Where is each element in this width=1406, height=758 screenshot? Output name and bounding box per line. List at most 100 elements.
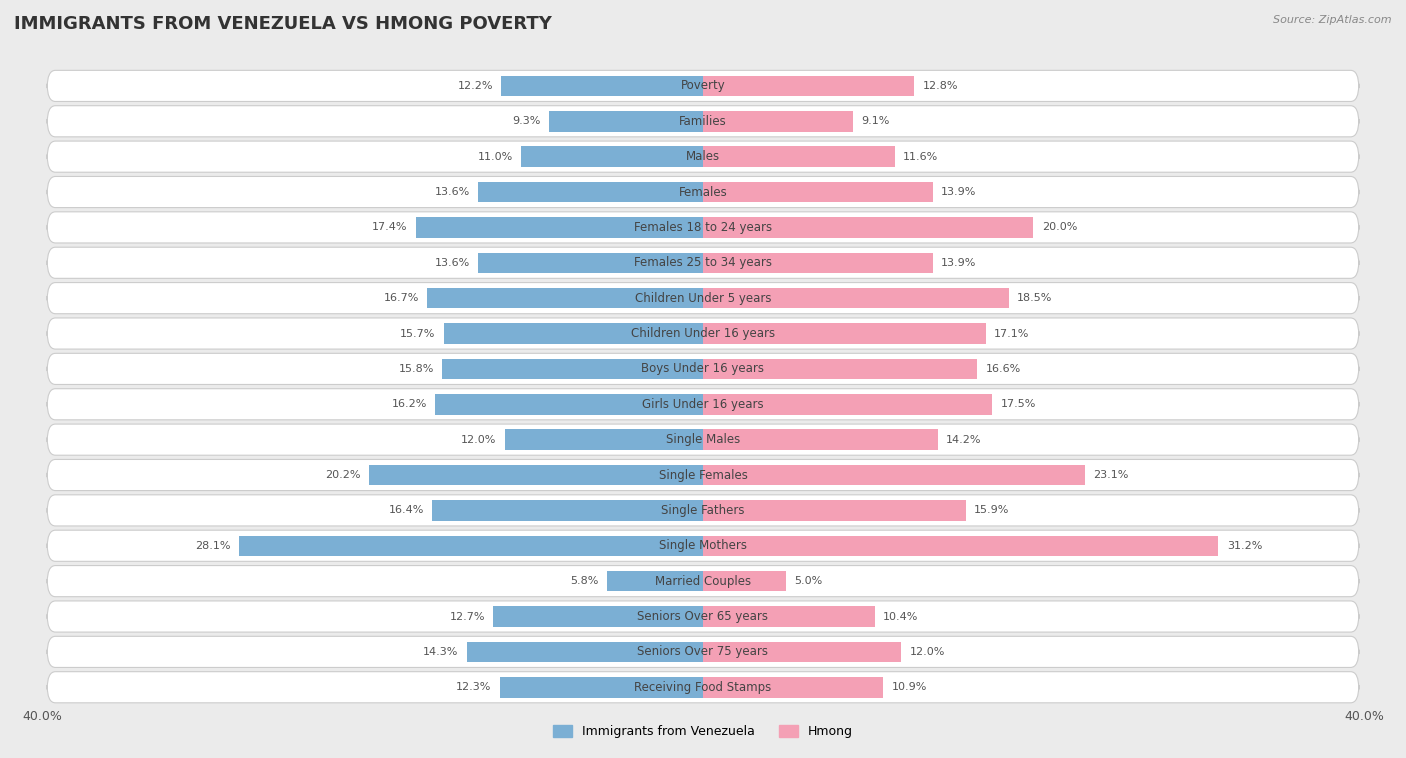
FancyBboxPatch shape (48, 141, 1358, 172)
Text: 13.9%: 13.9% (941, 187, 976, 197)
FancyBboxPatch shape (48, 530, 1358, 562)
Text: 13.6%: 13.6% (434, 258, 470, 268)
Text: 9.1%: 9.1% (862, 116, 890, 127)
Bar (703, 217, 1033, 238)
FancyBboxPatch shape (48, 636, 1358, 668)
Bar (607, 571, 703, 591)
Text: 13.9%: 13.9% (941, 258, 976, 268)
Text: Boys Under 16 years: Boys Under 16 years (641, 362, 765, 375)
Text: 17.5%: 17.5% (1001, 399, 1036, 409)
Text: Single Mothers: Single Mothers (659, 539, 747, 553)
FancyBboxPatch shape (48, 105, 1358, 137)
Text: 12.3%: 12.3% (456, 682, 492, 692)
Bar (441, 359, 703, 379)
Text: Females: Females (679, 186, 727, 199)
FancyBboxPatch shape (48, 211, 1358, 243)
Text: 23.1%: 23.1% (1092, 470, 1128, 480)
Text: 20.2%: 20.2% (326, 470, 361, 480)
Bar (703, 146, 894, 167)
Bar (502, 76, 703, 96)
Text: Seniors Over 75 years: Seniors Over 75 years (637, 645, 769, 659)
Text: Females 25 to 34 years: Females 25 to 34 years (634, 256, 772, 269)
Text: Children Under 16 years: Children Under 16 years (631, 327, 775, 340)
Text: 12.2%: 12.2% (458, 81, 494, 91)
Bar (239, 535, 703, 556)
FancyBboxPatch shape (48, 672, 1358, 703)
Bar (703, 252, 932, 273)
Bar (703, 182, 932, 202)
Text: 15.9%: 15.9% (974, 506, 1010, 515)
Text: 16.6%: 16.6% (986, 364, 1021, 374)
Text: 16.2%: 16.2% (392, 399, 427, 409)
Bar (703, 677, 883, 697)
Bar (432, 500, 703, 521)
FancyBboxPatch shape (48, 495, 1358, 526)
FancyBboxPatch shape (48, 318, 1358, 349)
Bar (703, 500, 966, 521)
Text: 12.0%: 12.0% (910, 647, 945, 657)
Bar (703, 535, 1219, 556)
FancyBboxPatch shape (48, 247, 1358, 278)
Text: Single Males: Single Males (666, 433, 740, 446)
Text: 15.7%: 15.7% (399, 328, 436, 339)
Bar (703, 76, 914, 96)
Text: 20.0%: 20.0% (1042, 222, 1077, 233)
Text: 5.0%: 5.0% (794, 576, 823, 586)
Text: 12.0%: 12.0% (461, 434, 496, 445)
Text: IMMIGRANTS FROM VENEZUELA VS HMONG POVERTY: IMMIGRANTS FROM VENEZUELA VS HMONG POVER… (14, 15, 553, 33)
Text: 11.0%: 11.0% (478, 152, 513, 161)
Text: 14.2%: 14.2% (946, 434, 981, 445)
Legend: Immigrants from Venezuela, Hmong: Immigrants from Venezuela, Hmong (548, 720, 858, 744)
Text: Girls Under 16 years: Girls Under 16 years (643, 398, 763, 411)
Bar (467, 641, 703, 662)
Text: 10.9%: 10.9% (891, 682, 927, 692)
Bar (703, 111, 853, 132)
Bar (703, 641, 901, 662)
Text: Receiving Food Stamps: Receiving Food Stamps (634, 681, 772, 694)
Bar (494, 606, 703, 627)
Bar (703, 288, 1008, 309)
Bar (370, 465, 703, 485)
Bar (703, 571, 786, 591)
Text: Families: Families (679, 114, 727, 128)
Bar (703, 606, 875, 627)
Bar (703, 394, 993, 415)
FancyBboxPatch shape (48, 601, 1358, 632)
FancyBboxPatch shape (48, 424, 1358, 456)
Text: Single Females: Single Females (658, 468, 748, 481)
Text: 12.7%: 12.7% (450, 612, 485, 622)
FancyBboxPatch shape (48, 565, 1358, 597)
Text: 11.6%: 11.6% (903, 152, 938, 161)
Bar (703, 465, 1084, 485)
FancyBboxPatch shape (48, 177, 1358, 208)
Text: Married Couples: Married Couples (655, 575, 751, 587)
Text: 17.1%: 17.1% (994, 328, 1029, 339)
Text: 16.7%: 16.7% (384, 293, 419, 303)
Bar (416, 217, 703, 238)
Bar (703, 359, 977, 379)
Bar (522, 146, 703, 167)
Text: 28.1%: 28.1% (195, 540, 231, 551)
Text: 12.8%: 12.8% (922, 81, 959, 91)
Bar (478, 252, 703, 273)
Text: Males: Males (686, 150, 720, 163)
Text: 5.8%: 5.8% (571, 576, 599, 586)
Bar (550, 111, 703, 132)
Bar (478, 182, 703, 202)
Text: 14.3%: 14.3% (423, 647, 458, 657)
FancyBboxPatch shape (48, 353, 1358, 384)
Text: 18.5%: 18.5% (1017, 293, 1052, 303)
Bar (505, 429, 703, 450)
Text: 10.4%: 10.4% (883, 612, 918, 622)
Bar (427, 288, 703, 309)
Text: 16.4%: 16.4% (388, 506, 423, 515)
Text: Seniors Over 65 years: Seniors Over 65 years (637, 610, 769, 623)
Bar (436, 394, 703, 415)
Text: Children Under 5 years: Children Under 5 years (634, 292, 772, 305)
Text: Females 18 to 24 years: Females 18 to 24 years (634, 221, 772, 234)
Text: 13.6%: 13.6% (434, 187, 470, 197)
FancyBboxPatch shape (48, 70, 1358, 102)
Bar (703, 429, 938, 450)
Bar (444, 323, 703, 344)
Text: Single Fathers: Single Fathers (661, 504, 745, 517)
